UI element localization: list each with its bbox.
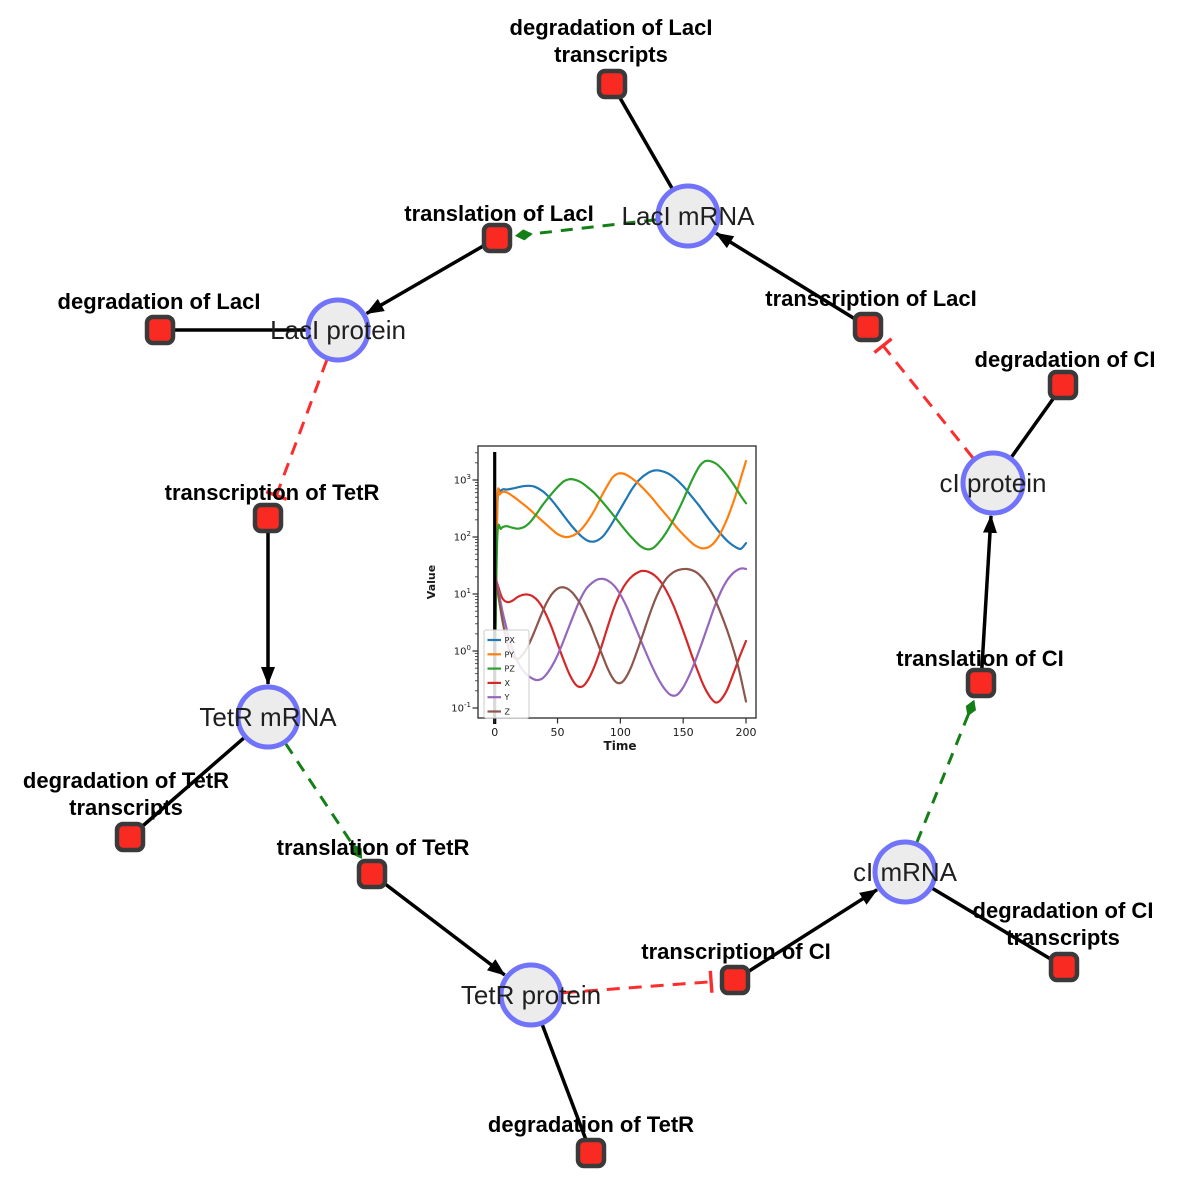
- reaction-nodes: [114, 68, 1080, 1169]
- species-label: LacI protein: [270, 315, 406, 345]
- y-tick-label: 102: [454, 530, 471, 544]
- reaction-label: transcription of LacI: [765, 286, 976, 311]
- series-line-PZ: [493, 459, 748, 692]
- reaction-node-degradation-laci: [144, 314, 176, 346]
- edge-inhibition-ci-protein-to-transcription-laci: [873, 337, 975, 459]
- y-tick-label: 100: [454, 644, 471, 658]
- series-line-Z: [493, 567, 748, 703]
- reaction-label: transcripts: [69, 795, 183, 820]
- species-label: cI mRNA: [853, 857, 958, 887]
- labels: LacI mRNA LacI protein TetR mRNA TetR pr…: [23, 15, 1156, 1137]
- reaction-label: translation of TetR: [277, 835, 470, 860]
- reaction-label: degradation of CI: [973, 898, 1154, 923]
- reaction-label: degradation of LacI: [58, 289, 261, 314]
- reaction-label: degradation of CI: [975, 347, 1156, 372]
- reaction-label: translation of CI: [896, 646, 1063, 671]
- legend-label-PZ: PZ: [505, 665, 516, 674]
- y-tick-label: 103: [454, 473, 471, 487]
- reaction-node-degradation-tetr-transcripts: [114, 821, 146, 853]
- edge-modifier-laci-mrna-to-translation: [514, 218, 657, 241]
- species-label: LacI mRNA: [622, 201, 756, 231]
- edge-production-translation-tetr-to-tetr-protein: [370, 872, 506, 977]
- edge-modifier-tetr-mrna-to-translation: [284, 742, 363, 859]
- edge-production-translation-laci-to-laci-protein: [365, 236, 498, 316]
- edge-production-transcription-ci-to-ci-mrna: [734, 888, 879, 982]
- reaction-node-degradation-laci-transcripts: [596, 68, 628, 100]
- reaction-label: degradation of TetR: [488, 1112, 694, 1137]
- reaction-node-transcription-laci: [852, 311, 884, 343]
- reaction-label: degradation of TetR: [23, 768, 229, 793]
- reaction-node-translation-laci: [481, 222, 513, 254]
- edge-inhibition-tetr-protein-to-transcription-ci: [562, 970, 714, 995]
- species-node-ci-protein: [960, 450, 1026, 516]
- species-node-ci-mrna: [872, 839, 938, 905]
- species-label: TetR protein: [461, 980, 601, 1010]
- species-node-laci-mrna: [655, 183, 721, 249]
- reaction-label: transcription of CI: [641, 939, 830, 964]
- edge-production-transcription-laci-to-laci-mrna: [715, 231, 869, 329]
- y-axis-label: Value: [425, 565, 438, 599]
- chart-legend: PX PY PZ XYZ: [483, 629, 530, 719]
- y-tick-label: 10-1: [451, 701, 471, 715]
- legend-label-PX: PX: [505, 636, 516, 645]
- edge-inhibition-laci-protein-to-transcription-tetr: [265, 359, 329, 501]
- y-tick-label: 101: [454, 587, 471, 601]
- edge-production-translation-ci-to-ci-protein: [979, 514, 997, 684]
- reaction-node-degradation-ci-transcripts: [1048, 951, 1080, 983]
- series-line-PY: [493, 460, 748, 692]
- legend-label-X: X: [505, 679, 511, 688]
- edge-modifier-ci-mrna-to-translation: [915, 699, 976, 843]
- reaction-label: translation of LacI: [404, 201, 593, 226]
- species-node-laci-protein: [305, 297, 371, 363]
- species-label: cI protein: [940, 468, 1047, 498]
- x-tick-label: 50: [551, 726, 565, 739]
- reaction-label: degradation of LacI: [510, 15, 713, 40]
- x-axis-label: Time: [604, 739, 637, 753]
- reaction-node-transcription-ci: [719, 964, 751, 996]
- legend-label-PY: PY: [505, 650, 515, 659]
- x-tick-label: 150: [673, 726, 694, 739]
- chart-frame: [477, 445, 757, 719]
- reaction-label: transcripts: [554, 42, 668, 67]
- legend-label-Y: Y: [504, 693, 510, 702]
- reaction-label: transcripts: [1006, 925, 1120, 950]
- species-node-tetr-mrna: [235, 684, 301, 750]
- x-tick-label: 200: [736, 726, 757, 739]
- reaction-node-degradation-ci: [1047, 369, 1079, 401]
- reaction-node-translation-ci: [965, 667, 997, 699]
- reaction-node-translation-tetr: [356, 858, 388, 890]
- species-label: TetR mRNA: [199, 702, 337, 732]
- series-line-X: [493, 569, 748, 704]
- reaction-node-transcription-tetr: [252, 502, 284, 534]
- chart-curves: [493, 459, 748, 704]
- legend-label-Z: Z: [505, 708, 511, 717]
- x-tick-label: 100: [610, 726, 631, 739]
- species-nodes: [235, 183, 1026, 1028]
- species-node-tetr-protein: [498, 962, 564, 1028]
- x-tick-label: 0: [491, 726, 498, 739]
- reaction-node-degradation-tetr: [575, 1137, 607, 1169]
- chart-axis-ticks: 0 50 100 150 200 10-1 100 101 102 103: [451, 452, 757, 739]
- reaction-label: transcription of TetR: [165, 480, 380, 505]
